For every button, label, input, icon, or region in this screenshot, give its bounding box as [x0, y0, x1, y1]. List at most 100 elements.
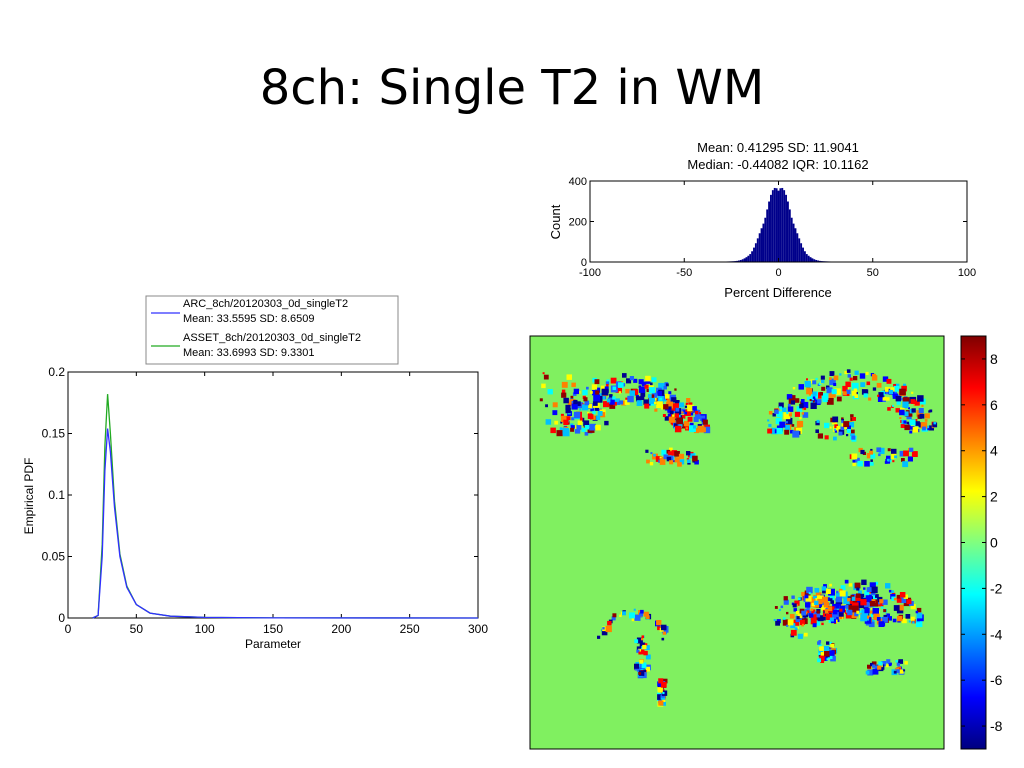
map-voxel — [591, 384, 598, 390]
histogram-bar — [753, 247, 755, 262]
map-voxel — [650, 452, 653, 455]
map-voxel — [674, 457, 680, 463]
map-voxel — [902, 397, 910, 404]
pdf-y-tick-label: 0.2 — [48, 365, 65, 379]
map-voxel — [690, 412, 694, 416]
map-voxel — [566, 416, 571, 421]
map-voxel — [836, 590, 839, 594]
map-voxel — [877, 601, 881, 605]
map-voxel — [657, 687, 663, 693]
map-voxel — [562, 428, 569, 435]
map-voxel — [595, 406, 599, 411]
map-voxel — [809, 598, 816, 605]
map-voxel — [702, 419, 708, 425]
map-voxel — [801, 412, 804, 415]
map-voxel — [684, 409, 691, 416]
map-voxel — [560, 413, 564, 417]
map-voxel — [636, 649, 640, 653]
map-voxel — [810, 618, 817, 625]
pdf-line-chart: ARC_8ch/20120303_0d_singleT2 Mean: 33.55… — [22, 295, 488, 651]
map-voxel — [641, 381, 647, 387]
map-voxel — [916, 410, 924, 417]
histogram-bars — [671, 187, 886, 262]
map-voxel — [809, 613, 814, 618]
map-voxel — [903, 594, 908, 599]
map-voxel — [786, 611, 789, 615]
map-voxel — [829, 371, 835, 376]
map-voxel — [877, 665, 882, 670]
map-voxel — [915, 620, 923, 628]
map-voxel — [662, 414, 666, 417]
map-voxel — [821, 393, 829, 400]
map-voxel — [672, 414, 676, 419]
map-voxel — [856, 587, 860, 591]
map-voxel — [901, 458, 905, 462]
map-voxel — [792, 603, 797, 608]
map-voxel — [644, 384, 649, 389]
map-voxel — [810, 608, 814, 612]
map-voxel — [607, 620, 612, 626]
map-voxel — [895, 660, 898, 663]
map-voxel — [806, 610, 812, 616]
map-voxel — [839, 590, 846, 597]
map-voxel — [882, 396, 887, 401]
map-voxel — [665, 397, 669, 401]
map-voxel — [819, 655, 825, 661]
map-voxel — [835, 604, 840, 609]
histogram-chart: Mean: 0.41295 SD: 11.9041 Median: -0.440… — [548, 140, 976, 300]
map-voxel — [552, 410, 558, 416]
map-voxel — [920, 422, 928, 429]
map-voxel — [700, 427, 706, 433]
map-voxel — [847, 374, 851, 378]
map-voxel — [880, 449, 885, 454]
map-voxel — [648, 394, 652, 398]
map-voxel — [886, 378, 892, 384]
map-voxel — [903, 383, 907, 387]
map-voxel — [571, 403, 578, 410]
map-voxel — [657, 694, 663, 700]
map-voxel — [554, 420, 559, 425]
map-voxel — [645, 375, 651, 382]
map-voxel — [866, 381, 871, 386]
map-voxel — [785, 417, 793, 425]
map-voxel — [803, 407, 807, 410]
map-voxel — [589, 423, 596, 431]
histogram-bar — [802, 247, 804, 262]
histogram-y-tick-label: 400 — [569, 176, 587, 188]
map-voxel — [824, 609, 830, 614]
map-voxel — [651, 377, 657, 383]
map-voxel — [877, 600, 884, 607]
map-voxel — [870, 453, 876, 459]
map-voxel — [921, 404, 924, 407]
map-voxel — [784, 429, 790, 435]
map-voxel — [657, 391, 662, 396]
map-voxel — [898, 660, 901, 664]
colorbar-tick-label: -2 — [990, 580, 1003, 596]
map-voxel — [823, 602, 830, 608]
map-voxel — [829, 641, 832, 645]
map-voxel — [889, 389, 894, 394]
map-voxel — [643, 650, 648, 656]
map-voxel — [871, 375, 878, 381]
map-voxel — [692, 406, 697, 411]
map-voxel — [642, 644, 647, 650]
histogram-bar — [749, 254, 752, 262]
map-voxel — [573, 399, 578, 405]
map-voxel — [661, 637, 665, 641]
map-voxel — [876, 617, 881, 621]
colorbar-tick-label: -8 — [990, 718, 1003, 734]
map-voxel — [905, 614, 911, 619]
map-voxel — [895, 408, 900, 413]
map-voxel — [565, 408, 571, 414]
map-voxel — [584, 400, 590, 406]
map-voxel — [653, 397, 657, 401]
map-voxel — [815, 392, 822, 399]
map-voxel — [884, 461, 888, 464]
map-voxel — [909, 447, 914, 452]
brain-slices — [539, 369, 938, 707]
map-voxel — [767, 419, 770, 422]
map-voxel — [699, 415, 706, 421]
histogram-bar — [811, 258, 814, 262]
map-voxel — [776, 411, 783, 418]
map-voxel — [796, 616, 800, 620]
